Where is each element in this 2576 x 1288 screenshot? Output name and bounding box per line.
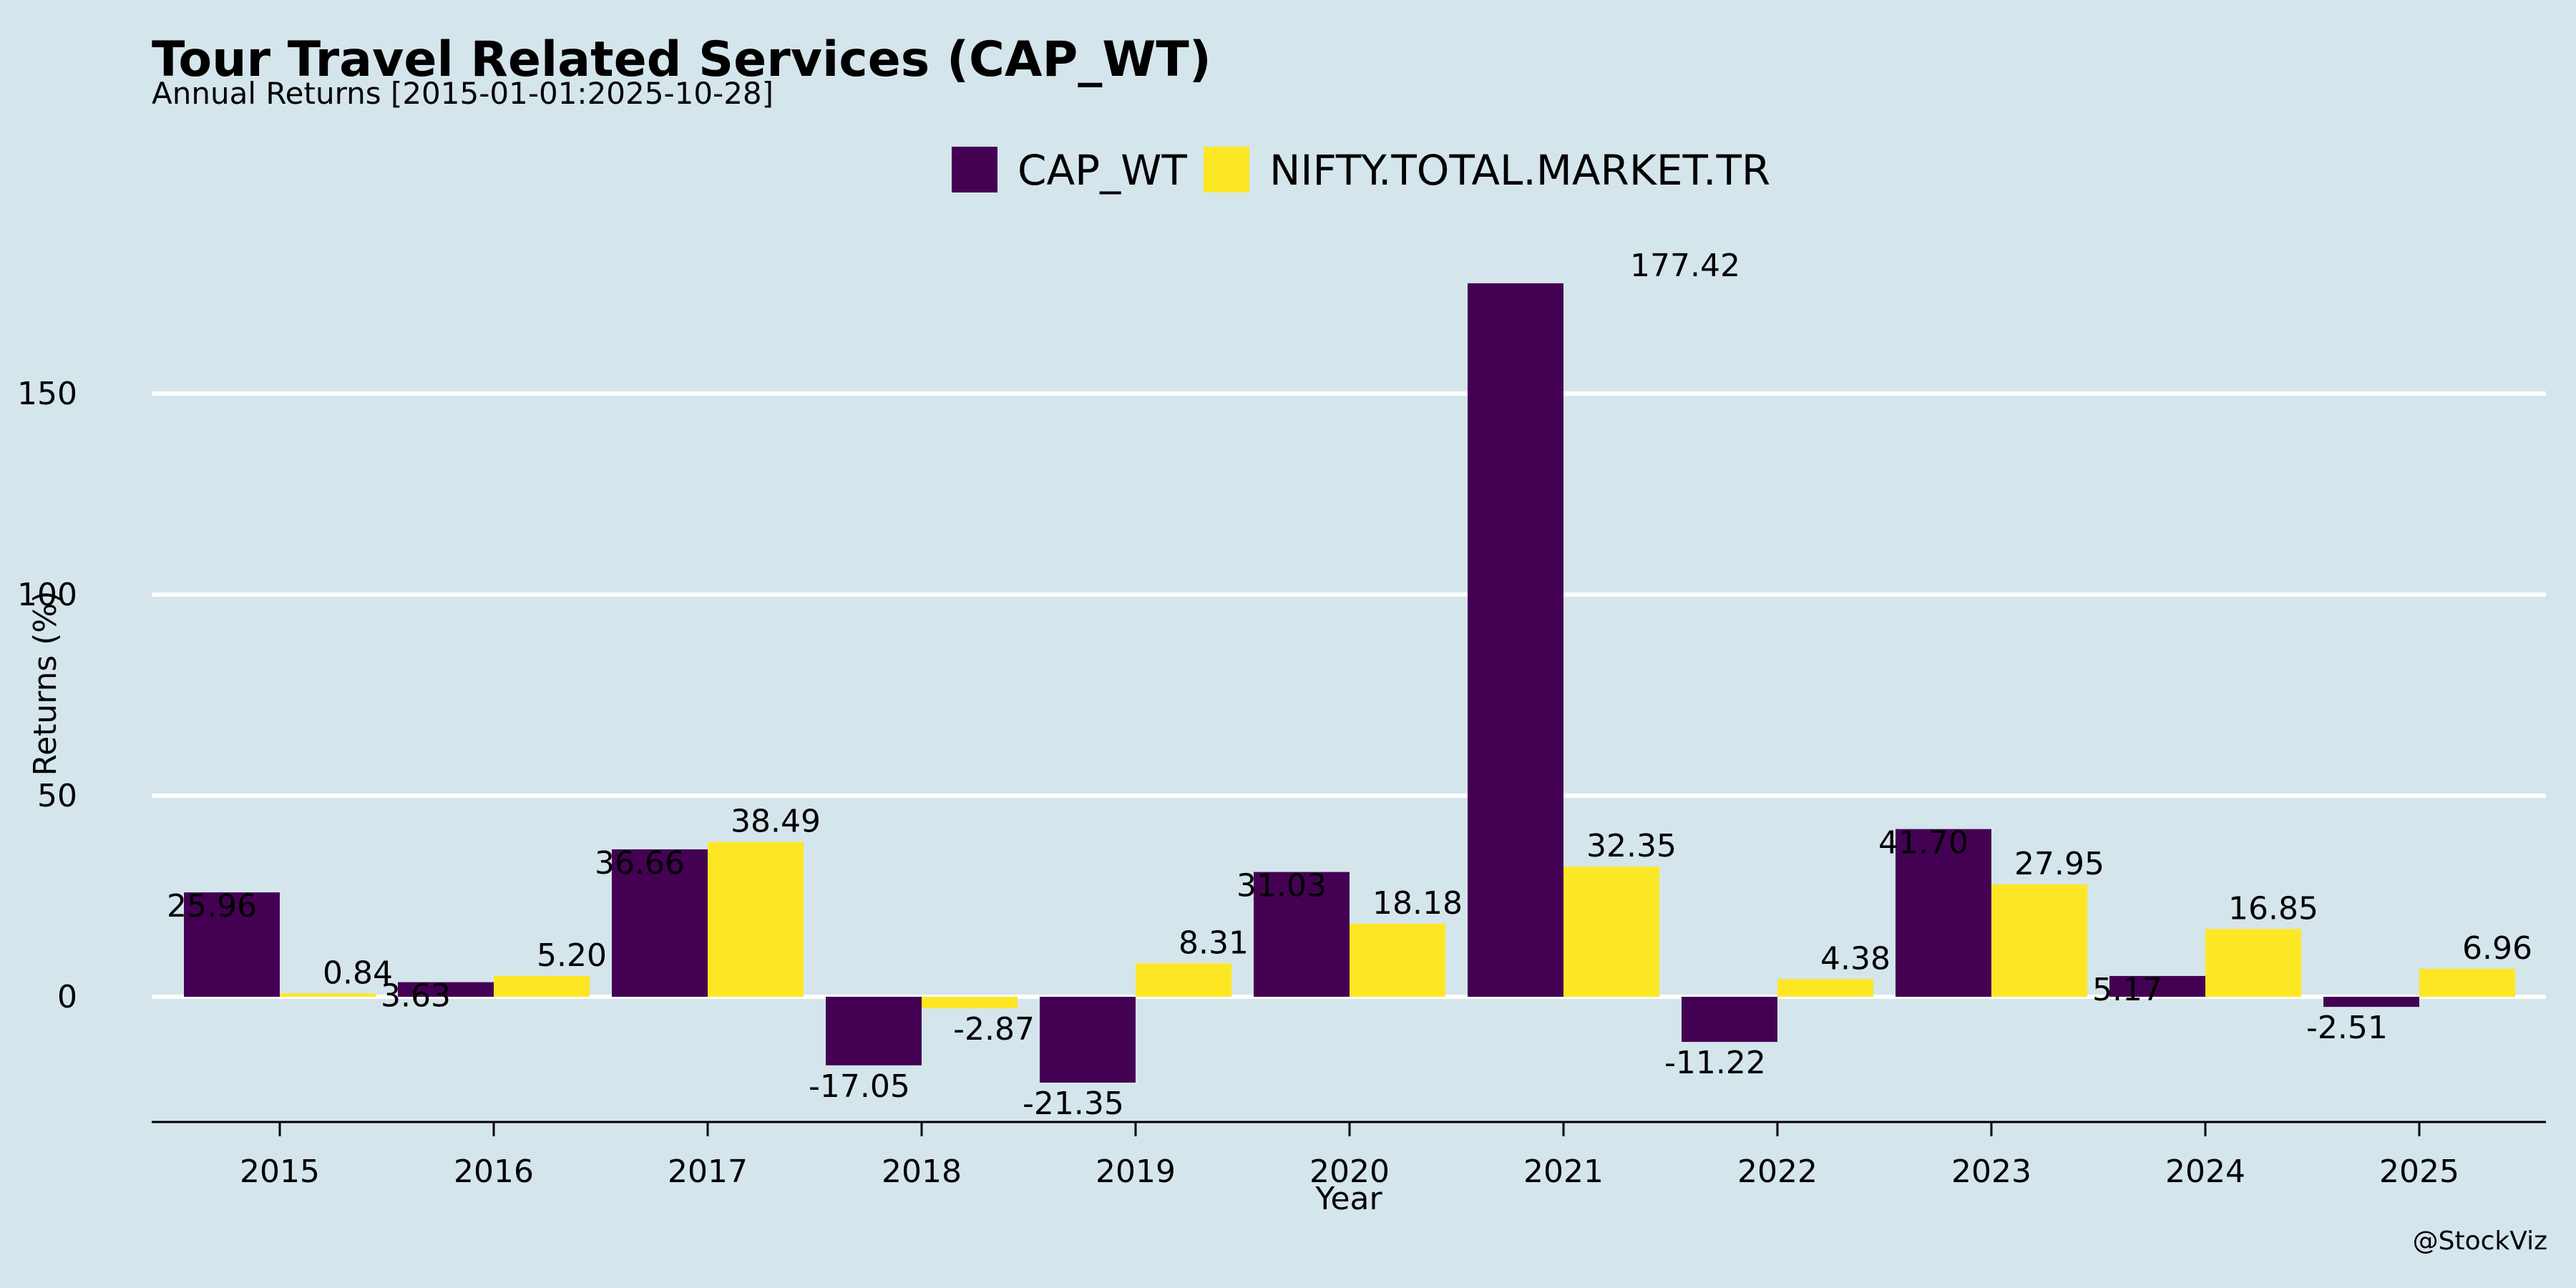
x-tick-label: 2016 [454, 1153, 534, 1190]
bar-value-label: 177.42 [1630, 248, 1740, 284]
bar-value-label: 18.18 [1372, 885, 1463, 922]
y-axis: 0 50 100 150 [17, 376, 77, 1015]
y-tick-label: 100 [17, 577, 77, 613]
x-tick-label: 2020 [1309, 1153, 1390, 1190]
bar-value-label: 27.95 [2014, 846, 2104, 882]
bar-CAP_WT-2025 [2323, 997, 2419, 1008]
x-axis: 2015 2016 2017 2018 2019 2020 2021 2022 2023 2024… [152, 1121, 2546, 1190]
bar-value-label: 16.85 [2228, 890, 2318, 927]
y-tick-label: 0 [57, 979, 77, 1015]
bar-NIFTY.TOTAL.MARKET.TR-2025 [2419, 968, 2515, 997]
bar-CAP_WT-2021 [1468, 283, 1563, 997]
bar-NIFTY.TOTAL.MARKET.TR-2024 [2205, 929, 2301, 997]
bar-NIFTY.TOTAL.MARKET.TR-2016 [494, 975, 590, 997]
credit-text: @StockViz [2413, 1226, 2547, 1256]
x-tick-label: 2017 [668, 1153, 748, 1190]
bar-NIFTY.TOTAL.MARKET.TR-2023 [1991, 884, 2087, 997]
bar-CAP_WT-2020 [1254, 872, 1350, 997]
x-axis-label: Year [1314, 1181, 1382, 1217]
x-tick-label: 2015 [240, 1153, 320, 1190]
bar-CAP_WT-2024 [2109, 975, 2205, 997]
bar-value-label: 5.20 [537, 937, 607, 974]
bar-CAP_WT-2018 [826, 997, 922, 1065]
bar-labels: 25.96 3.63 36.66 -17.05 -21.35 31.03 177.42 -11… [167, 248, 2532, 1122]
y-tick-label: 50 [37, 778, 77, 814]
bar-NIFTY.TOTAL.MARKET.TR-2018 [922, 997, 1018, 1009]
bar-value-label: 0.84 [323, 955, 393, 991]
bar-value-label: 36.66 [595, 845, 685, 882]
bar-value-label: 3.63 [381, 978, 451, 1015]
bar-CAP_WT-2019 [1040, 997, 1136, 1083]
bar-value-label: 5.17 [2092, 972, 2162, 1008]
legend-swatch [952, 147, 997, 192]
bar-value-label: 6.96 [2462, 930, 2532, 967]
bar-value-label: -2.51 [2306, 1010, 2388, 1046]
bar-NIFTY.TOTAL.MARKET.TR-2015 [280, 993, 376, 997]
x-tick-label: 2025 [2379, 1153, 2459, 1190]
legend-swatch [1204, 147, 1249, 192]
bars [184, 283, 2515, 1083]
bar-NIFTY.TOTAL.MARKET.TR-2020 [1350, 923, 1445, 997]
bar-value-label: 32.35 [1586, 828, 1677, 864]
bar-value-label: 38.49 [731, 804, 821, 840]
legend: CAP_WT NIFTY.TOTAL.MARKET.TR [952, 146, 1770, 195]
bar-NIFTY.TOTAL.MARKET.TR-2019 [1136, 963, 1231, 997]
x-tick-label: 2022 [1737, 1153, 1818, 1190]
bar-value-label: 4.38 [1820, 940, 1890, 977]
chart-subtitle: Annual Returns [2015-01-01:2025-10-28] [152, 76, 774, 111]
x-tick-label: 2018 [882, 1153, 962, 1190]
bar-value-label: 8.31 [1179, 924, 1249, 961]
x-tick-label: 2019 [1096, 1153, 1176, 1190]
bar-value-label: 31.03 [1236, 868, 1327, 904]
bar-CAP_WT-2015 [184, 892, 280, 997]
bar-NIFTY.TOTAL.MARKET.TR-2021 [1563, 867, 1659, 997]
bar-value-label: -11.22 [1664, 1045, 1766, 1081]
bar-value-label: -21.35 [1023, 1085, 1124, 1122]
bar-value-label: 25.96 [167, 888, 257, 924]
bar-NIFTY.TOTAL.MARKET.TR-2017 [708, 841, 804, 997]
bar-CAP_WT-2016 [398, 982, 494, 997]
legend-label: CAP_WT [1018, 146, 1187, 195]
x-tick-label: 2021 [1523, 1153, 1604, 1190]
x-tick-label: 2023 [1951, 1153, 2031, 1190]
bar-value-label: 41.70 [1878, 825, 1968, 862]
bar-value-label: -17.05 [809, 1068, 910, 1105]
bar-CAP_WT-2022 [1682, 997, 1777, 1043]
bar-CAP_WT-2023 [1896, 829, 1991, 997]
chart-title: Tour Travel Related Services (CAP_WT) [152, 31, 1211, 88]
bar-CAP_WT-2017 [612, 849, 708, 997]
y-tick-label: 150 [17, 376, 77, 412]
legend-label: NIFTY.TOTAL.MARKET.TR [1269, 146, 1770, 195]
x-tick-label: 2024 [2165, 1153, 2245, 1190]
y-axis-label: Returns (%) [27, 590, 64, 776]
bar-NIFTY.TOTAL.MARKET.TR-2022 [1777, 979, 1873, 997]
bar-value-label: -2.87 [953, 1011, 1035, 1048]
